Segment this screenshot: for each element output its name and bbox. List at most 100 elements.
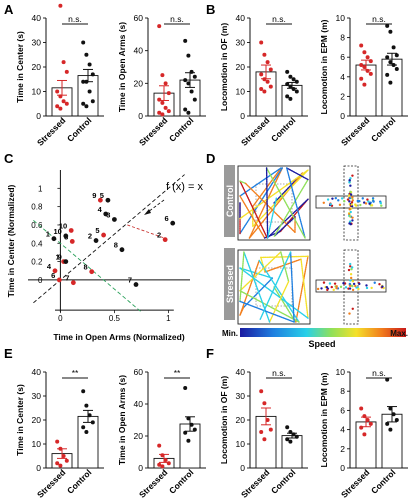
data-point: [157, 24, 162, 29]
trajectory-segment: [273, 286, 294, 319]
data-point: [294, 79, 299, 84]
trajectory-dot: [335, 285, 338, 288]
data-point: [87, 89, 92, 94]
colorbar-min-label: Min.: [222, 329, 238, 338]
point-label: 9: [92, 191, 96, 200]
trajectory-dot: [349, 193, 353, 196]
significance-label: n.s.: [272, 14, 286, 24]
data-point: [189, 422, 194, 427]
panel-letter-a: A: [4, 2, 14, 17]
trajectory-dot: [350, 266, 354, 269]
trajectory-dot: [331, 197, 334, 200]
data-point: [391, 412, 396, 417]
data-point: [183, 38, 188, 43]
y-tick-label: 40: [134, 46, 144, 56]
point-label: 7: [128, 276, 132, 285]
trajectory-segment: [239, 180, 268, 239]
trajectory-segment: [273, 216, 296, 237]
data-point: [58, 446, 63, 451]
trajectory-segment: [273, 178, 309, 237]
data-point: [157, 443, 162, 448]
label-box-control: [224, 165, 235, 237]
point-label: 8: [84, 263, 88, 272]
bar-stressed: [355, 421, 377, 469]
data-point: [55, 89, 60, 94]
scatter-point-stressed: [52, 268, 58, 274]
trajectory-dot: [351, 174, 354, 177]
trajectory-segment: [260, 256, 266, 273]
data-point: [160, 464, 165, 469]
trajectory-dot: [349, 273, 353, 276]
trajectory-dot: [329, 203, 332, 206]
y-tick-label: 30: [236, 38, 246, 48]
data-point: [166, 461, 171, 466]
data-point: [192, 97, 197, 102]
y-tick-label: 10: [236, 439, 246, 449]
trajectory-segment: [239, 195, 266, 239]
y-tick-label: 40: [32, 367, 42, 377]
trajectory-segment: [265, 167, 269, 239]
data-point: [166, 91, 171, 96]
category-label: Control: [167, 115, 195, 143]
y-tick-label: 20: [236, 62, 246, 72]
category-label: Control: [65, 115, 93, 143]
trajectory-dot: [347, 194, 351, 197]
data-point: [359, 63, 364, 68]
point-label: 8: [114, 241, 118, 250]
trajectory-dot: [350, 203, 353, 206]
trajectory-segment: [300, 258, 309, 319]
trajectory-dot: [350, 201, 354, 204]
trajectory-segment: [239, 290, 300, 323]
data-point: [186, 438, 191, 443]
trajectory-segment: [239, 259, 260, 316]
significance-label: **: [174, 368, 181, 378]
y-tick-label: 0: [36, 111, 41, 121]
data-point: [359, 43, 364, 48]
scatter-point-control: [103, 211, 109, 217]
data-point: [163, 105, 168, 110]
point-label: 5: [95, 226, 99, 235]
significance-label: n.s.: [372, 368, 386, 378]
y-tick-label: 6: [340, 405, 345, 415]
data-point: [362, 414, 367, 419]
trajectory-dot: [348, 215, 352, 218]
data-point: [388, 29, 393, 34]
y-tick-label: 30: [32, 391, 42, 401]
y-tick-label: 4: [340, 72, 345, 82]
trajectory-dot: [338, 203, 342, 207]
data-point: [186, 416, 191, 421]
scatter-point-stressed: [56, 277, 62, 283]
data-point: [285, 425, 290, 430]
scatter-point-stressed: [162, 237, 168, 243]
data-point: [55, 461, 60, 466]
category-label: Control: [167, 467, 195, 495]
data-point: [157, 97, 162, 102]
y-tick-label: 2: [340, 91, 345, 101]
trajectory-dot: [349, 177, 352, 180]
scatter-point-control: [63, 233, 69, 239]
data-point: [81, 389, 86, 394]
trajectory-dot: [348, 287, 352, 290]
data-point: [291, 432, 296, 437]
data-point: [183, 78, 188, 83]
data-point: [84, 430, 89, 434]
data-point: [84, 104, 89, 109]
trajectory-segment: [239, 167, 282, 197]
scatter-point-control: [133, 282, 139, 287]
data-point: [64, 458, 69, 463]
scatter-point-control: [51, 236, 57, 242]
point-label: 2: [88, 232, 92, 241]
trajectory-dot: [357, 287, 360, 291]
trajectory-dot: [348, 181, 351, 184]
trajectory-segment: [239, 251, 282, 292]
point-label: 10: [59, 221, 67, 230]
y-tick-label: 0: [340, 111, 345, 121]
data-point: [189, 69, 194, 74]
point-label: 3: [106, 210, 110, 219]
trajectory-segment: [286, 167, 309, 181]
point-label: 4: [47, 262, 52, 271]
